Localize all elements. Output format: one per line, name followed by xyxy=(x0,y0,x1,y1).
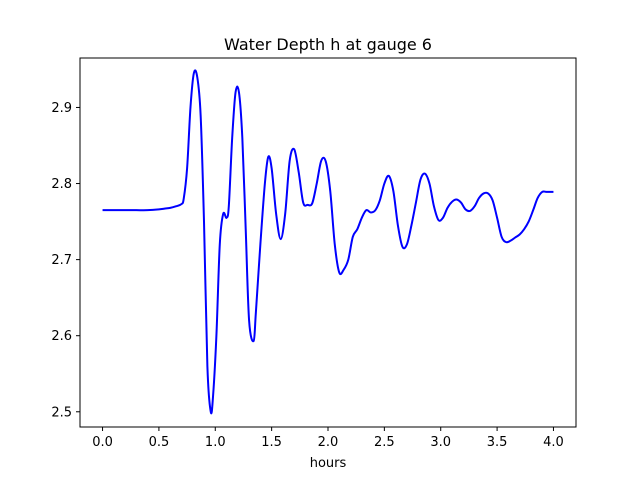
y-tick-label: 2.5 xyxy=(51,405,72,420)
x-tick-label: 2.5 xyxy=(374,435,395,450)
series-line xyxy=(102,69,554,415)
x-tick-label: 3.5 xyxy=(487,435,508,450)
x-tick-label: 3.0 xyxy=(430,435,451,450)
x-tick-label: 1.0 xyxy=(205,435,226,450)
y-tick-label: 2.7 xyxy=(51,253,72,268)
x-tick-label: 0.0 xyxy=(92,435,113,450)
x-tick-label: 2.0 xyxy=(318,435,339,450)
y-tick-label: 2.6 xyxy=(51,329,72,344)
y-tick-label: 2.9 xyxy=(51,101,72,116)
y-tick-label: 2.8 xyxy=(51,177,72,192)
chart-title: Water Depth h at gauge 6 xyxy=(224,35,432,54)
axis-ticks: 0.0 0.5 1.0 1.5 2.0 2.5 3.0 3.5 4.0 2.5 2.6 2.7 2.8 2… xyxy=(51,101,563,450)
plot-area-frame xyxy=(79,57,577,428)
x-tick-label: 1.5 xyxy=(261,435,282,450)
x-tick-label: 4.0 xyxy=(543,435,564,450)
x-tick-label: 0.5 xyxy=(149,435,170,450)
x-axis-label: hours xyxy=(310,456,347,471)
